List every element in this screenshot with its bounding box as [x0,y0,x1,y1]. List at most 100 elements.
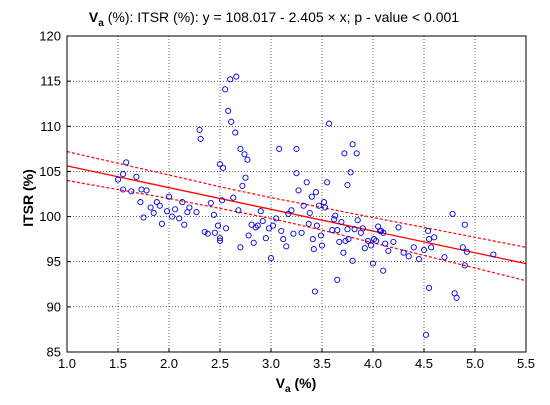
data-point [114,176,122,183]
data-point [390,238,397,245]
data-point [322,204,329,211]
y-axis-title: ITSR (%) [20,169,36,227]
data-point [233,73,240,80]
data-point [351,226,358,233]
data-point [245,232,252,239]
data-point [461,221,468,228]
x-tick-label: 4.0 [364,356,382,371]
data-point [248,221,255,228]
data-point [320,199,328,206]
data-point [123,159,130,166]
data-point [326,120,333,127]
data-point [400,249,407,256]
data-point [207,199,214,207]
x-tick-label: 4.5 [415,356,433,371]
data-point [380,229,387,236]
data-point [361,245,368,252]
data-point [441,254,448,261]
data-point [459,244,466,251]
data-point [186,204,193,211]
data-point [227,76,234,83]
data-point [353,150,360,157]
data-point [305,220,312,227]
data-point [428,244,435,251]
y-tick-label: 95 [47,254,61,269]
confidence-band-upper [66,151,527,248]
data-point [329,227,336,234]
data-point [318,242,326,249]
x-tick-label: 5.5 [517,356,535,371]
data-point [338,218,345,226]
data-point [165,193,173,200]
plot-frame [66,35,527,353]
data-point [426,284,433,291]
data-point [147,204,154,211]
data-point [276,145,283,152]
x-tick-label: 3.5 [313,356,331,371]
x-axis-title: Va (%) [276,375,317,395]
data-point [252,224,259,231]
x-axis-title-sub: a [285,384,291,395]
data-point [310,246,317,253]
y-tick-label: 115 [40,74,61,89]
data-point [324,179,331,186]
data-point [420,246,428,254]
data-point [332,212,339,219]
data-point [232,129,239,136]
data-point [210,211,217,218]
data-point [216,235,224,242]
x-tick-label: 1.0 [58,356,76,371]
data-point [150,209,157,217]
data-point [138,186,145,193]
data-point [395,224,402,231]
data-point [237,244,244,251]
data-point [431,234,438,241]
data-point [241,151,248,158]
data-point [359,225,366,232]
data-point [378,227,385,235]
data-point [235,207,242,214]
data-point [250,239,257,246]
y-tick-label: 120 [39,29,61,44]
grid [66,35,527,353]
data-point [380,267,387,274]
data-point [179,199,186,206]
x-tick-label: 1.5 [109,356,127,371]
data-point [193,209,200,216]
data-point [354,217,361,224]
data-point [300,202,307,209]
data-point [225,107,232,114]
data-point [220,164,227,171]
data-point [334,227,341,234]
data-point [133,173,140,180]
data-point [156,202,163,209]
data-point [347,169,354,176]
data-point [369,260,377,267]
data-point [273,215,280,222]
data-point [306,209,313,217]
data-point [349,257,356,264]
data-point [311,288,318,295]
data-point [239,182,246,189]
confidence-band [66,151,527,282]
x-tick-label: 2.0 [160,356,178,371]
data-point [158,220,165,227]
data-point [143,187,150,194]
data-point [345,236,352,243]
data-point [181,221,188,228]
data-point [196,126,203,133]
data-point [410,244,417,251]
data-point [344,226,351,233]
data-point [315,202,322,209]
data-point [214,222,222,229]
data-point [230,194,237,201]
data-point [461,262,468,269]
y-tick-label: 85 [47,345,61,360]
data-point [336,238,343,245]
x-axis-title-rest: (%) [291,375,317,391]
data-point [128,188,135,195]
data-point [140,214,147,221]
data-point [364,237,371,244]
data-point [349,141,356,148]
